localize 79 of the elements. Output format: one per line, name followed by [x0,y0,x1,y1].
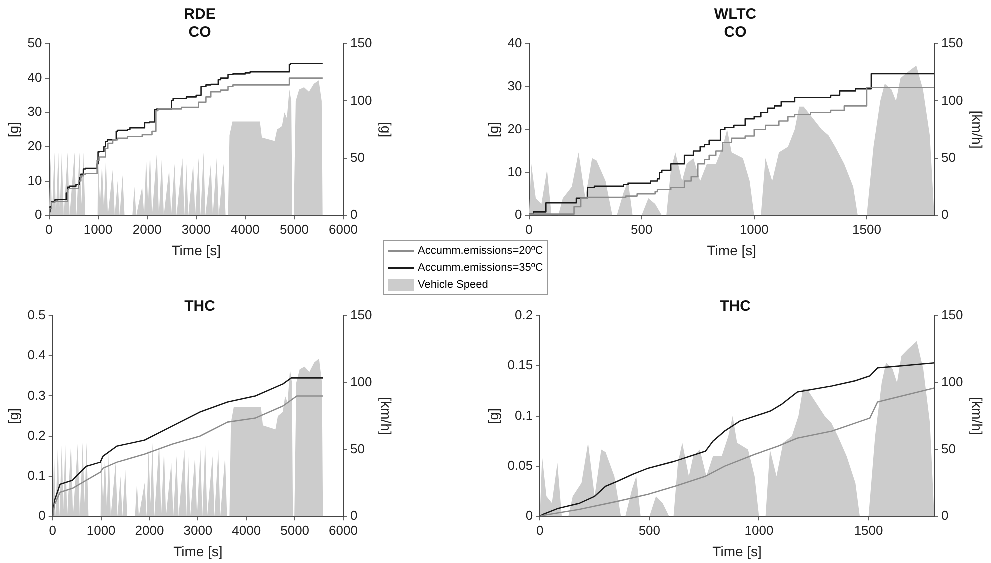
x-axis-title: Time [s] [174,543,223,560]
y2-tick-label: 150 [350,36,372,51]
chart-subtitle: CO [724,24,748,42]
y2-tick-label: 100 [942,374,964,390]
x-tick-label: 6000 [329,222,358,237]
y2-tick-label: 100 [350,92,372,108]
y-tick-label: 0 [38,508,46,524]
x-tick-label: 4000 [232,522,262,538]
y2-tick-label: 50 [942,150,956,165]
chart-title: THC [720,298,752,316]
y-axis-title: [g] [485,408,502,424]
y-tick-label: 0.2 [28,428,46,443]
x-tick-label: 1000 [744,522,774,538]
legend-label: Accumm.emissions=35ºC [418,262,544,274]
x-tick-label: 1000 [86,522,116,538]
x-tick-label: 500 [638,522,661,538]
y2-tick-label: 0 [350,207,358,222]
x-tick-label: 1500 [852,222,882,237]
chart-title: RDE [184,6,216,24]
y2-tick-label: 50 [350,150,365,165]
x-tick-label: 2000 [135,522,164,538]
y-tick-label: 0.2 [515,308,534,323]
y-tick-label: 0.5 [28,308,46,323]
x-tick-label: 1000 [84,222,113,237]
y2-tick-label: 0 [942,207,949,222]
x-tick-label: 5000 [280,522,310,538]
y-axis-title: [g] [5,122,22,138]
y2-axis-title: [g] [378,122,395,138]
y2-tick-label: 50 [942,441,956,456]
y-tick-label: 40 [508,36,522,51]
x-tick-label: 3000 [182,222,211,237]
x-axis-title: Time [s] [712,543,762,560]
y-tick-label: 30 [508,78,522,94]
y-tick-label: 20 [28,138,42,154]
x-tick-label: 1000 [740,222,769,237]
y-tick-label: 0.3 [28,388,46,403]
x-tick-label: 3000 [184,522,213,538]
chart-subtitle: CO [188,24,212,42]
y-tick-label: 20 [508,121,522,136]
y-tick-label: 0 [526,508,534,524]
legend-label: Vehicle Speed [418,278,488,290]
y-tick-label: 0.05 [508,458,534,474]
x-tick-label: 500 [630,222,653,237]
x-tick-label: 4000 [230,222,260,237]
y2-tick-label: 50 [350,441,365,456]
y2-tick-label: 0 [350,508,358,524]
x-tick-label: 6000 [329,522,358,538]
x-tick-label: 2000 [132,222,162,237]
y2-tick-label: 0 [942,508,949,524]
x-tick-label: 5000 [280,222,309,237]
y-tick-label: 0 [515,207,522,222]
y-tick-label: 0 [35,207,42,222]
y-tick-label: 30 [28,104,42,120]
y-tick-label: 0.4 [28,348,46,363]
y2-axis-title: [km/h] [970,110,986,149]
y-tick-label: 0.1 [28,468,46,484]
y-tick-label: 40 [28,70,42,85]
y2-tick-label: 150 [350,308,372,323]
x-axis-title: Time [s] [172,242,222,258]
y2-axis-title: [km/h] [970,397,986,436]
x-tick-label: 0 [536,522,544,538]
y2-axis-title: [km/h] [378,397,395,436]
y2-tick-label: 150 [942,36,964,51]
chart-title: THC [184,298,216,316]
x-axis-title: Time [s] [707,242,757,258]
y-tick-label: 10 [508,164,522,180]
legend-label: Accumm.emissions=20ºC [418,244,544,256]
y-axis-title: [g] [5,408,22,424]
y-tick-label: 10 [28,172,42,188]
y-axis-title: [g] [485,122,502,138]
chart-title: WLTC [714,6,757,24]
x-tick-label: 1500 [854,522,884,538]
y-tick-label: 0.15 [508,358,534,373]
y-tick-label: 0.1 [515,408,534,423]
x-tick-label: 0 [49,522,56,538]
y2-tick-label: 100 [942,92,964,108]
y2-tick-label: 100 [350,374,372,390]
y-tick-label: 50 [28,36,42,51]
y2-tick-label: 150 [942,308,964,323]
